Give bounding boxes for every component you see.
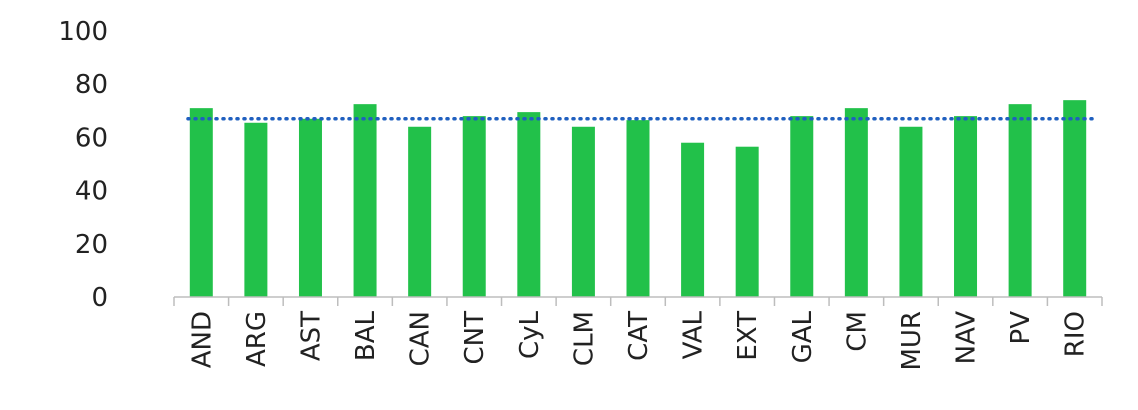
x-category-label: NAV [952,311,982,365]
y-tick-label: 20 [75,230,108,260]
bar-PV [1008,104,1032,298]
x-category-label: AND [187,311,217,368]
bar-GAL [790,116,814,298]
bar-AST [298,118,322,297]
y-tick-label: 80 [75,70,108,100]
bar-CAT [626,120,650,297]
x-category-label: MUR [897,311,927,371]
y-tick-label: 0 [91,283,108,313]
x-category-label: CAT [624,311,654,361]
bar-ARG [244,122,268,298]
bar-NAV [954,116,978,298]
x-category-label: CAN [406,311,436,366]
bar-AND [189,108,213,297]
x-category-label: CNT [460,311,490,365]
x-category-label: AST [296,311,326,361]
x-category-label: CLM [569,311,599,366]
bar-BAL [353,104,377,298]
x-category-label: RIO [1061,311,1091,357]
bar-RIO [1063,100,1087,297]
x-category-label: ARG [242,311,272,367]
x-category-label: CyL [515,310,545,359]
bar-CNT [462,116,486,298]
bar-CAN [408,126,432,297]
x-category-label: EXT [733,311,763,361]
y-tick-label: 60 [75,123,108,153]
bar-CLM [571,126,595,297]
x-category-label: PV [1006,311,1036,345]
bar-CyL [517,112,541,297]
bar-VAL [681,142,705,297]
x-category-label: BAL [351,310,381,361]
y-tick-label: 40 [75,177,108,207]
bar-MUR [899,126,923,297]
bar-CM [844,108,868,297]
x-category-label: GAL [788,310,818,363]
x-category-label: CM [842,311,872,352]
bar-EXT [735,146,759,297]
x-category-label: VAL [679,310,709,359]
y-tick-label: 100 [58,17,108,47]
